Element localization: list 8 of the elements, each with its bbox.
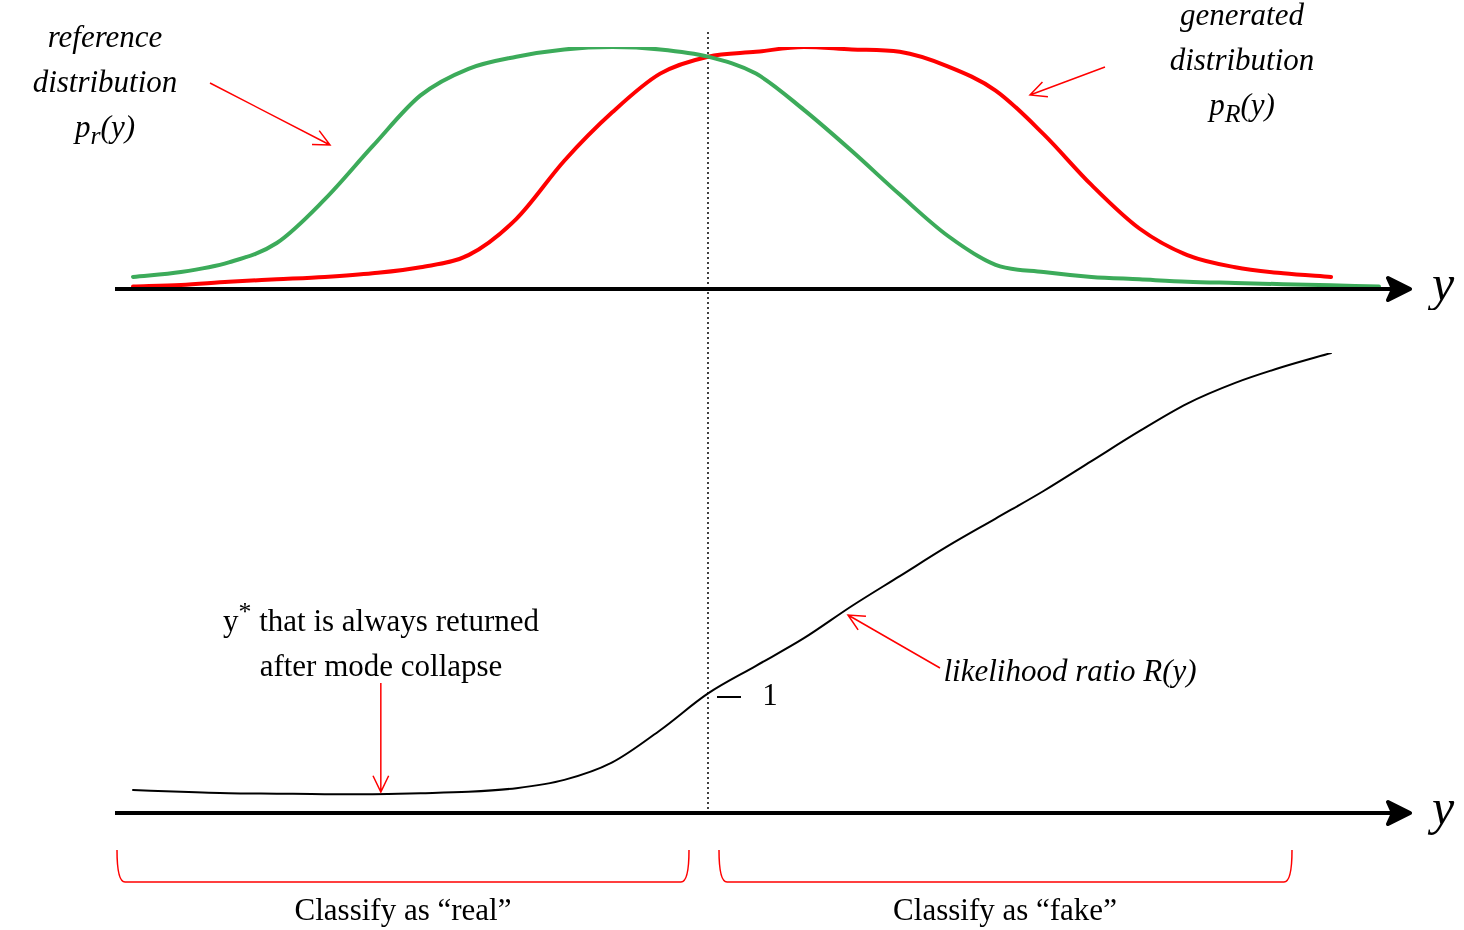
text: Classify as “fake” [892, 891, 1118, 929]
text: Classify as “real” [293, 891, 513, 929]
x-axis-title: y [1426, 779, 1455, 836]
annotation: generated distribution p$_{R}$(y) [1168, 0, 1316, 131]
annotation: y$^{*}$ that is always returned after mode collapse [222, 596, 540, 686]
annotation: likelihood ratio R(y) [942, 652, 1198, 690]
annotation: reference distribution p$_{r}$(y) [31, 18, 179, 153]
annotation: 1 [761, 676, 779, 714]
